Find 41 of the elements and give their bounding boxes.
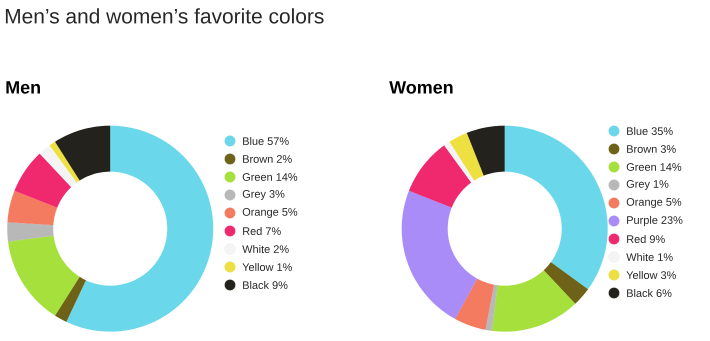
data-label: 5% [666,198,682,206]
data-label: 1% [654,180,668,188]
data-label: 14% [660,163,682,171]
data-label: 3% [660,145,676,153]
data-label: 3% [269,190,284,198]
legend-label: Green [242,173,272,181]
legend-label: Red [627,234,646,244]
legend-label: Green [626,163,656,171]
data-label: 23% [661,216,682,224]
data-label: 2% [276,155,292,163]
data-label: 7% [266,227,281,235]
data-label: 9% [650,235,665,244]
legend-label: Orange [626,198,662,208]
legend-label: Purple [627,216,658,226]
data-label: 9% [272,281,288,290]
data-label: 3% [660,271,676,280]
legend-label: White [242,244,270,254]
chart-title: Men [6,81,40,94]
data-label: 5% [282,208,298,216]
legend-label: Orange [242,208,278,218]
data-label: 6% [656,289,672,298]
legend-label: White [626,252,654,262]
legend-label: Black [627,288,654,298]
legend-label: Red [243,226,262,236]
data-label: 2% [274,245,289,253]
data-label: 1% [277,263,292,271]
chart-title: Women [389,81,453,94]
data-label: 1% [658,253,673,261]
legend-label: Brown [243,155,273,163]
data-label: 35% [652,127,673,136]
legend-label: Yellow [626,270,658,280]
legend-label: Yellow [242,262,274,272]
legend-label: Grey [242,190,266,200]
data-label: 57% [268,137,289,146]
legend-label: Blue [627,126,648,136]
legend-label: Brown [627,145,657,153]
text: Men’s and women’s favorite colors [6,8,324,24]
legend-label: Grey [626,180,650,190]
legend-label: Black [243,280,270,290]
data-label: 14% [276,173,298,181]
legend-label: Blue [243,136,264,146]
